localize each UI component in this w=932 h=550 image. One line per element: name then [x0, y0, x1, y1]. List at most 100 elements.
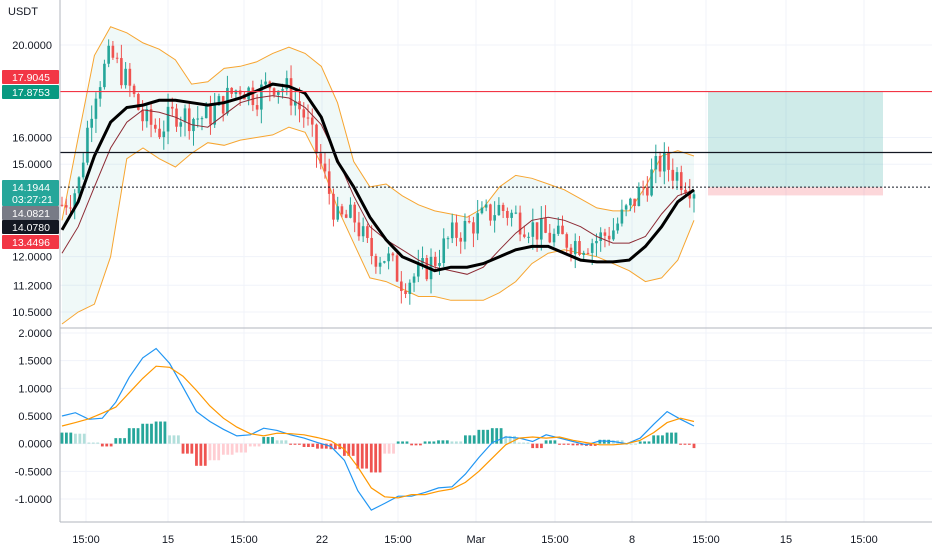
macd-histogram-bar — [324, 443, 328, 449]
candle-body — [217, 96, 221, 106]
price-tag-bg — [2, 180, 59, 206]
candle-body — [281, 89, 284, 91]
candle-body — [679, 172, 683, 190]
candle-body — [302, 109, 306, 118]
currency-label: USDT — [8, 6, 38, 18]
x-tick-label: 15 — [780, 534, 792, 546]
candle-body — [523, 234, 526, 237]
macd-histogram-bar — [195, 443, 198, 466]
macd-histogram-bar — [239, 443, 243, 453]
price-tag-label: 14.1944 — [12, 182, 50, 194]
y-tick-label: 12.0000 — [12, 252, 52, 264]
candle-body — [315, 124, 318, 154]
candle-body — [603, 232, 607, 236]
candle-body — [620, 209, 624, 224]
macd-histogram-bar — [540, 443, 543, 449]
candle-body — [361, 226, 365, 237]
macd-histogram-bar — [159, 421, 162, 444]
candle-body — [251, 87, 255, 106]
macd-histogram-bar — [468, 435, 472, 444]
candle-body — [357, 222, 361, 237]
macd-histogram-bar — [320, 443, 324, 449]
candle-body — [654, 156, 658, 170]
candle-body — [145, 109, 149, 122]
candle-body — [675, 172, 679, 181]
candle-body — [540, 218, 543, 240]
macd-histogram-bar — [253, 443, 257, 447]
macd-histogram-bar — [490, 428, 494, 444]
price-tag-bg — [2, 85, 59, 99]
candle-body — [467, 221, 471, 223]
macd-y-tick-label: -0.5000 — [15, 466, 52, 478]
candle-body — [561, 225, 564, 235]
candle-body — [671, 169, 675, 181]
candle-body — [209, 105, 212, 125]
axes: 15:00 15 15:00 22 15:00 Mar 15:00 8 15:00 15 15:00… — [8, 0, 932, 546]
bollinger-basis-line — [61, 95, 695, 275]
price-tag-label: 14.0780 — [12, 222, 50, 234]
candle-body — [637, 186, 641, 207]
macd-panel — [60, 347, 696, 511]
candle-body — [162, 131, 166, 138]
macd-histogram-bar — [558, 443, 561, 445]
candle-body — [531, 222, 535, 237]
candle-body — [395, 255, 399, 282]
macd-histogram-bar — [508, 435, 512, 444]
macd-histogram-bar — [387, 443, 391, 454]
macd-histogram-bar — [123, 438, 126, 444]
macd-histogram-bar — [284, 440, 288, 444]
candle-body — [298, 101, 301, 110]
macd-histogram-bar — [136, 428, 140, 444]
candle-body — [544, 218, 547, 233]
macd-histogram-bar — [405, 441, 409, 444]
candle-body — [404, 290, 407, 294]
macd-histogram-bar — [566, 443, 570, 445]
candle-body — [336, 206, 340, 220]
macd-histogram-bar — [526, 442, 530, 444]
macd-histogram-bar — [423, 441, 427, 444]
price-tag-bg — [2, 70, 59, 84]
macd-histogram-bar — [692, 443, 696, 449]
macd-histogram-bar — [571, 443, 575, 446]
macd-histogram-bar — [65, 432, 68, 444]
macd-histogram-bar — [687, 443, 691, 445]
bollinger-bands — [61, 26, 695, 325]
macd-histogram-bar — [477, 429, 481, 444]
candle-body — [416, 263, 420, 277]
candle-body — [616, 223, 619, 231]
x-tick-label: 22 — [316, 534, 328, 546]
candle-body — [408, 282, 412, 294]
profit-zone — [708, 91, 883, 188]
macd-histogram-bar — [553, 440, 557, 444]
candle-body — [391, 253, 395, 256]
macd-histogram-bar — [87, 442, 91, 444]
macd-histogram-bar — [266, 437, 270, 444]
candle-body — [455, 222, 458, 238]
macd-histogram-bar — [531, 443, 535, 449]
candle-body — [107, 45, 110, 64]
candle-body — [200, 118, 204, 120]
macd-histogram-bar — [100, 443, 104, 447]
candle-body — [438, 263, 441, 266]
macd-histogram-bar — [333, 443, 337, 450]
candle-body — [340, 206, 344, 215]
macd-histogram-bar — [535, 443, 539, 449]
macd-histogram-bar — [212, 443, 216, 461]
position-zones[interactable] — [708, 91, 883, 196]
macd-histogram-bar — [168, 435, 171, 444]
candle-body — [221, 96, 225, 114]
macd-histogram-bar — [365, 443, 369, 469]
candle-body — [64, 205, 68, 208]
macd-y-tick-label: -1.0000 — [15, 494, 52, 506]
macd-histogram-bar — [280, 440, 283, 444]
x-tick-label: 15:00 — [384, 534, 412, 546]
macd-histogram-bar — [176, 435, 180, 444]
candle-body — [204, 105, 208, 119]
macd-histogram-bar — [208, 443, 212, 461]
macd-histogram-bar — [369, 443, 373, 473]
macd-histogram-bar — [620, 440, 624, 444]
chart-grid — [60, 0, 932, 522]
macd-histogram-bar — [221, 443, 225, 455]
candle-body — [366, 226, 369, 238]
